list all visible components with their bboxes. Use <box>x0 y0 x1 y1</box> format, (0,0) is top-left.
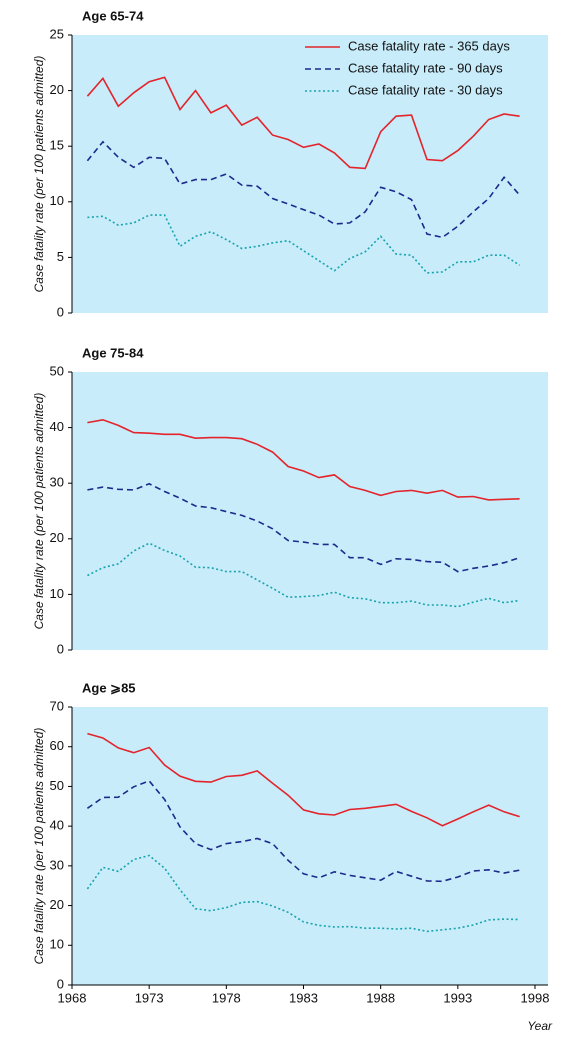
y-tick-label: 0 <box>57 976 64 991</box>
y-tick-label: 25 <box>50 26 64 41</box>
x-tick-label: 1978 <box>212 990 241 1005</box>
plot-background <box>72 372 548 650</box>
series-line <box>86 854 520 933</box>
plot-background <box>72 35 548 313</box>
y-tick-label: 70 <box>50 698 64 713</box>
x-tick-label: 1998 <box>521 990 550 1005</box>
x-tick-label: 1973 <box>135 990 164 1005</box>
panel-title: Age 65-74 <box>82 8 144 23</box>
series-line <box>86 140 521 239</box>
series-line <box>86 76 520 170</box>
y-axis-label: Case fatality rate (per 100 patients adm… <box>32 728 46 965</box>
y-tick-label: 10 <box>50 586 64 601</box>
legend-label: Case fatality rate - 365 days <box>348 38 510 53</box>
y-tick-label: 5 <box>57 249 64 264</box>
series-line <box>87 482 520 573</box>
y-tick-label: 20 <box>50 82 64 97</box>
y-axis-label: Case fatality rate (per 100 patients adm… <box>32 393 46 630</box>
y-tick-label: 20 <box>50 897 64 912</box>
y-tick-label: 30 <box>50 475 64 490</box>
y-axis-label: Case fatality rate (per 100 patients adm… <box>32 56 46 293</box>
series-line <box>86 779 520 883</box>
y-tick-label: 20 <box>50 530 64 545</box>
series-line <box>87 214 521 274</box>
y-tick-label: 10 <box>50 193 64 208</box>
y-tick-label: 40 <box>50 419 64 434</box>
legend-label: Case fatality rate - 90 days <box>348 60 503 75</box>
y-tick-label: 40 <box>50 818 64 833</box>
y-tick-label: 30 <box>50 857 64 872</box>
legend-label: Case fatality rate - 30 days <box>348 82 503 97</box>
y-tick-label: 50 <box>50 363 64 378</box>
panel-title: Age 75-84 <box>82 345 144 360</box>
x-tick-label: 1968 <box>58 990 87 1005</box>
y-tick-label: 15 <box>50 138 64 153</box>
plot-background <box>72 707 548 985</box>
y-tick-label: 50 <box>50 778 64 793</box>
y-tick-label: 0 <box>57 304 64 319</box>
y-tick-label: 0 <box>57 641 64 656</box>
x-tick-label: 1993 <box>443 990 472 1005</box>
y-tick-label: 10 <box>50 937 64 952</box>
series-line <box>87 418 520 501</box>
panel-title: Age ⩾85 <box>82 680 136 695</box>
series-line <box>87 732 520 827</box>
x-axis-label: Year <box>527 1019 553 1033</box>
y-tick-label: 60 <box>50 738 64 753</box>
series-line <box>87 542 520 608</box>
x-tick-label: 1983 <box>289 990 318 1005</box>
x-tick-label: 1988 <box>366 990 395 1005</box>
